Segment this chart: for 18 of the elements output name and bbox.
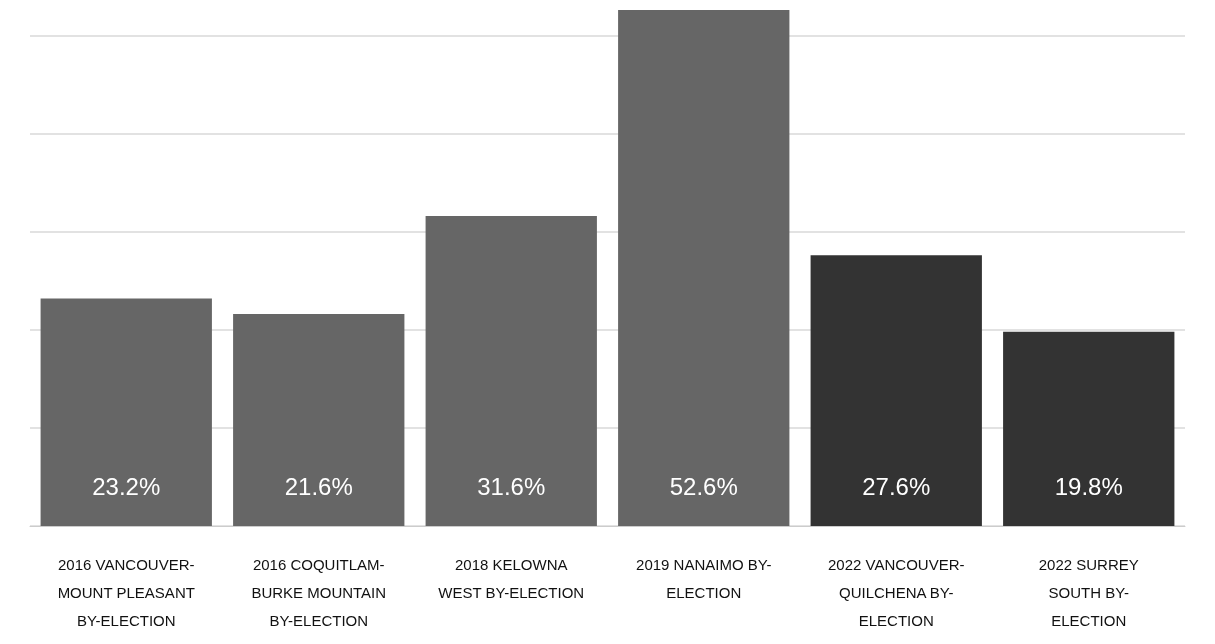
bar [425,215,597,526]
data-label: 21.6% [284,472,353,500]
x-tick-label: 2018 KELOWNA WEST BY-ELECTION [438,555,585,601]
bar [233,314,405,526]
data-label: 19.8% [1054,472,1123,500]
x-tick-label: 2022 VANCOUVER-QUILCHENA BY-ELECTION [828,555,965,629]
bar [40,298,212,526]
data-label: 31.6% [477,472,546,500]
bar [1003,331,1175,526]
x-tick-label: 2019 NANAIMO BY-ELECTION [636,555,772,601]
data-label: 52.6% [669,472,738,500]
bar [810,255,982,526]
data-label: 27.6% [862,472,931,500]
x-tick-label: 2022 SURREY SOUTH BY-ELECTION [1038,555,1139,629]
data-label: 23.2% [92,472,161,500]
bar [618,9,790,526]
x-tick-label: 2016 VANCOUVER-MOUNT PLEASANT BY-ELECTION [57,555,195,629]
x-tick-label: 2016 COQUITLAM-BURKE MOUNTAIN BY-ELECTION [251,555,387,629]
